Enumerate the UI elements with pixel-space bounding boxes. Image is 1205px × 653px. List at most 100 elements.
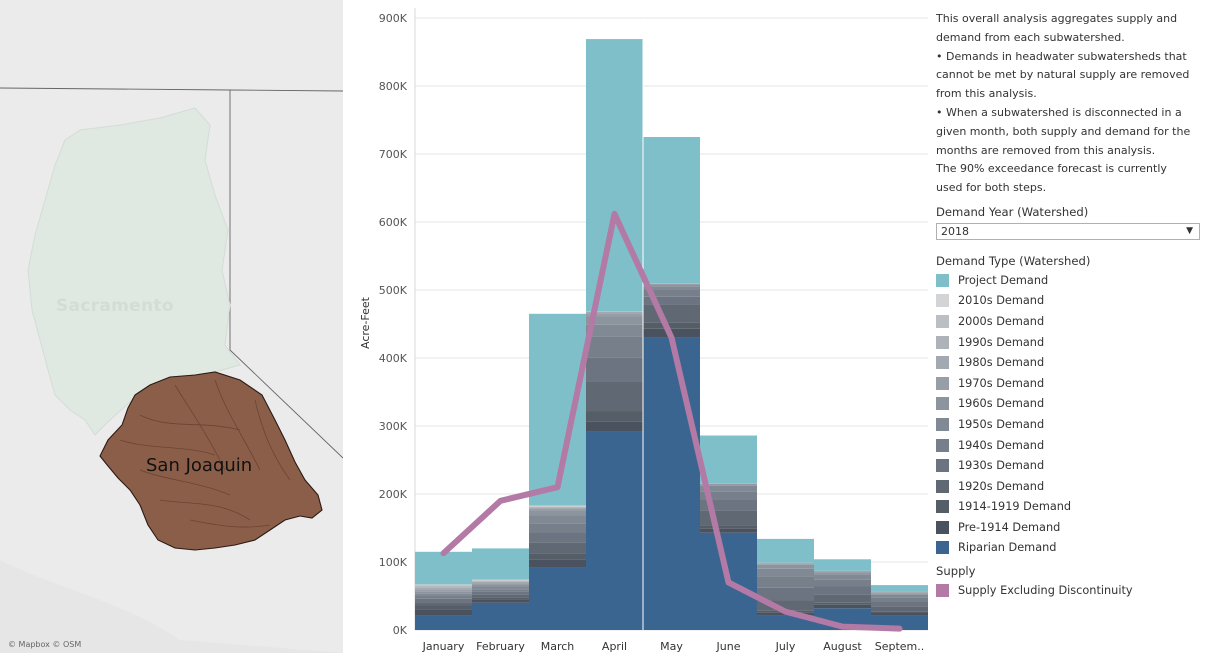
bar-segment-1950s-demand[interactable] [643, 286, 700, 290]
bar-segment-project-demand[interactable] [757, 538, 814, 563]
bar-segment-riparian-demand[interactable] [472, 602, 529, 630]
bar-segment-1980s-demand[interactable] [472, 581, 529, 584]
bar-segment-pre-1914-demand[interactable] [415, 609, 472, 616]
bar-segment-project-demand[interactable] [871, 585, 928, 592]
bar-segment-1960s-demand[interactable] [472, 584, 529, 587]
bar-segment-1914-1919-demand[interactable] [529, 553, 586, 560]
bar-segment-1940s-demand[interactable] [871, 597, 928, 602]
legend-item[interactable]: 1960s Demand [936, 394, 1202, 415]
bar-segment-2000s-demand[interactable] [415, 585, 472, 587]
bar-segment-1980s-demand[interactable] [814, 570, 871, 572]
bar-segment-1914-1919-demand[interactable] [814, 602, 871, 605]
demand-year-select[interactable]: 2018 ▼ [936, 222, 1200, 240]
bar-segment-1960s-demand[interactable] [700, 484, 757, 486]
bar-segment-1914-1919-demand[interactable] [700, 525, 757, 529]
bar-segment-1914-1919-demand[interactable] [643, 322, 700, 329]
bar-segment-1990s-demand[interactable] [586, 311, 643, 312]
bar-segment-1930s-demand[interactable] [415, 598, 472, 603]
bar-segment-1980s-demand[interactable] [700, 483, 757, 484]
bar-segment-pre-1914-demand[interactable] [529, 559, 586, 568]
bar-segment-1970s-demand[interactable] [415, 589, 472, 592]
bar-segment-1990s-demand[interactable] [415, 586, 472, 588]
bar-segment-riparian-demand[interactable] [757, 615, 814, 630]
bar-segment-1950s-demand[interactable] [586, 324, 643, 337]
bar-segment-2000s-demand[interactable] [529, 506, 586, 507]
bar-segment-pre-1914-demand[interactable] [871, 613, 928, 616]
bar-segment-1970s-demand[interactable] [643, 283, 700, 285]
bar-segment-1920s-demand[interactable] [529, 542, 586, 554]
bar-segment-1970s-demand[interactable] [871, 592, 928, 594]
bar-segment-1914-1919-demand[interactable] [586, 411, 643, 422]
bar-segment-1914-1919-demand[interactable] [415, 605, 472, 610]
bar-segment-1940s-demand[interactable] [643, 290, 700, 297]
legend-item[interactable]: 1914-1919 Demand [936, 497, 1202, 518]
bar-segment-1980s-demand[interactable] [757, 562, 814, 564]
supply-line-path[interactable] [440, 210, 903, 632]
legend-item[interactable]: Pre-1914 Demand [936, 517, 1202, 538]
bar-segment-1950s-demand[interactable] [814, 574, 871, 580]
bar-segment-1950s-demand[interactable] [415, 593, 472, 596]
bar-segment-1980s-demand[interactable] [415, 587, 472, 590]
legend-item[interactable]: 1970s Demand [936, 373, 1202, 394]
bar-segment-1970s-demand[interactable] [757, 563, 814, 565]
bar-segment-pre-1914-demand[interactable] [472, 599, 529, 603]
bar-segment-2000s-demand[interactable] [472, 580, 529, 582]
bar-segment-pre-1914-demand[interactable] [814, 604, 871, 609]
bar-segment-project-demand[interactable] [415, 551, 472, 585]
legend-item[interactable]: Riparian Demand [936, 538, 1202, 559]
bar-segment-1970s-demand[interactable] [700, 483, 757, 485]
bar-segment-1960s-demand[interactable] [643, 284, 700, 287]
bar-segment-1960s-demand[interactable] [871, 593, 928, 595]
bar-segment-1960s-demand[interactable] [586, 316, 643, 325]
bar-segment-1980s-demand[interactable] [643, 283, 700, 284]
legend-item[interactable]: 1920s Demand [936, 476, 1202, 497]
legend-item[interactable]: 1980s Demand [936, 352, 1202, 373]
bar-segment-1914-1919-demand[interactable] [472, 597, 529, 600]
bar-segment-1950s-demand[interactable] [472, 586, 529, 590]
bar-segment-1990s-demand[interactable] [472, 581, 529, 582]
bar-segment-1960s-demand[interactable] [814, 572, 871, 575]
bar-segment-1970s-demand[interactable] [586, 313, 643, 317]
bar-segment-1940s-demand[interactable] [472, 589, 529, 592]
bar-segment-1940s-demand[interactable] [586, 336, 643, 358]
bar-segment-1940s-demand[interactable] [529, 523, 586, 533]
bar-segment-1960s-demand[interactable] [757, 564, 814, 569]
bar-segment-riparian-demand[interactable] [586, 431, 643, 630]
bar-segment-1920s-demand[interactable] [415, 602, 472, 606]
bar-segment-2010s-demand[interactable] [529, 505, 586, 507]
bar-segment-riparian-demand[interactable] [643, 337, 700, 630]
bar-segment-2010s-demand[interactable] [472, 579, 529, 581]
bar-segment-project-demand[interactable] [472, 548, 529, 580]
bar-segment-project-demand[interactable] [700, 435, 757, 484]
bar-segment-1960s-demand[interactable] [415, 591, 472, 594]
bar-segment-1930s-demand[interactable] [529, 532, 586, 543]
bar-segment-project-demand[interactable] [814, 559, 871, 571]
bar-segment-1950s-demand[interactable] [529, 515, 586, 524]
legend-item[interactable]: 1950s Demand [936, 414, 1202, 435]
bar-segment-1940s-demand[interactable] [814, 579, 871, 587]
bar-segment-project-demand[interactable] [586, 39, 643, 312]
bar-segment-project-demand[interactable] [643, 137, 700, 284]
bar-segment-1950s-demand[interactable] [757, 568, 814, 577]
legend-item[interactable]: Project Demand [936, 270, 1202, 291]
bar-segment-1940s-demand[interactable] [700, 491, 757, 500]
bar-segment-1930s-demand[interactable] [814, 586, 871, 595]
legend-item[interactable]: Supply Excluding Discontinuity [936, 580, 1202, 601]
bar-segment-1930s-demand[interactable] [700, 499, 757, 511]
bar-segment-1940s-demand[interactable] [415, 596, 472, 599]
bar-segment-1930s-demand[interactable] [643, 296, 700, 305]
watershed-map[interactable]: Sacramento San Joaquin © Mapbox © OSM [0, 0, 343, 653]
bar-segment-1940s-demand[interactable] [757, 576, 814, 588]
bar-segment-1980s-demand[interactable] [871, 591, 928, 593]
bar-segment-1970s-demand[interactable] [472, 583, 529, 585]
legend-item[interactable]: 1940s Demand [936, 435, 1202, 456]
legend-item[interactable]: 1930s Demand [936, 455, 1202, 476]
bar-segment-1970s-demand[interactable] [529, 508, 586, 511]
bar-segment-1920s-demand[interactable] [472, 594, 529, 598]
bar-segment-1930s-demand[interactable] [586, 357, 643, 382]
bar-segment-1950s-demand[interactable] [871, 594, 928, 598]
bar-segment-1930s-demand[interactable] [871, 601, 928, 607]
bar-segment-1920s-demand[interactable] [700, 510, 757, 526]
bar-segment-1930s-demand[interactable] [757, 587, 814, 601]
bar-segment-1920s-demand[interactable] [814, 594, 871, 603]
